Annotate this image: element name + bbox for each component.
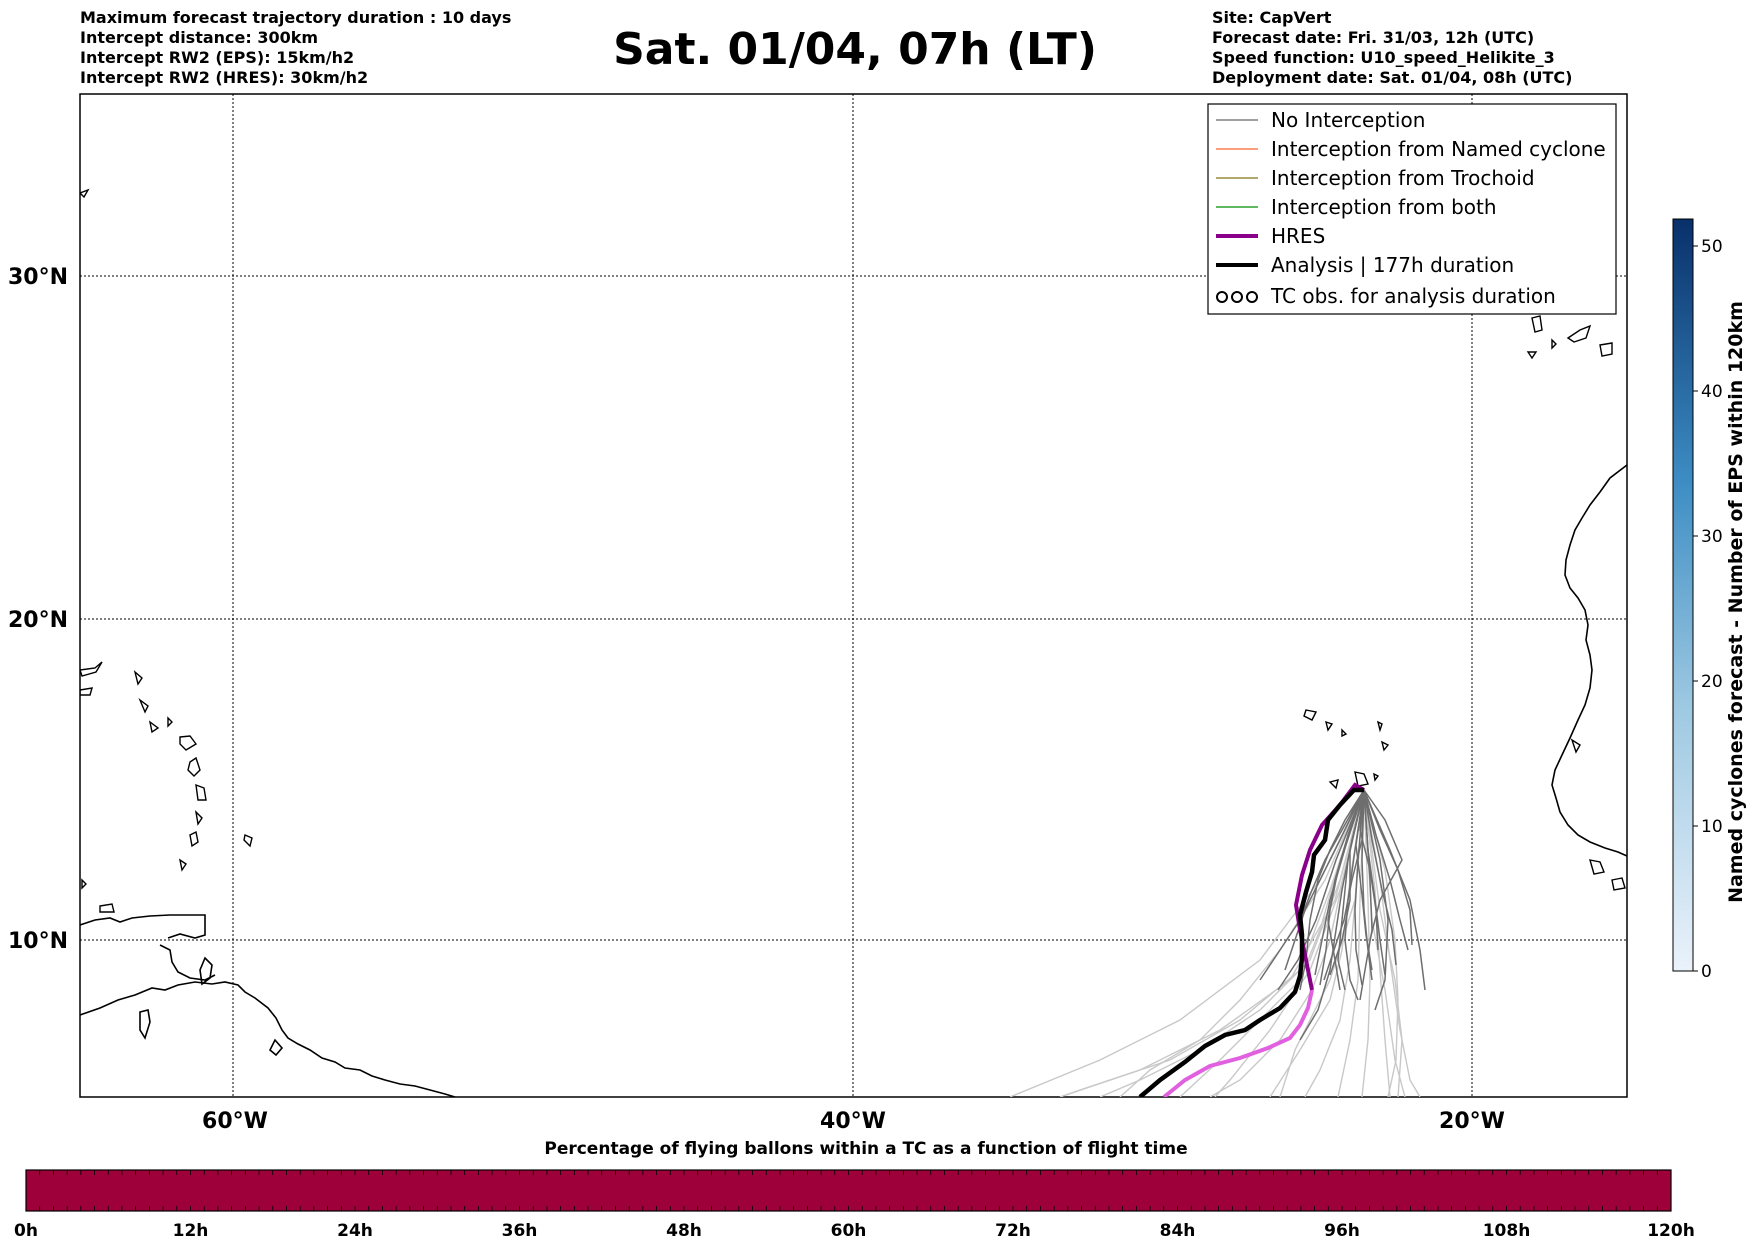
percentage-bar-title: Percentage of flying ballons within a TC… [544,1139,1187,1159]
colorbar: 0 10 20 30 40 50 Named cyclones forecast… [1672,218,1747,982]
lat-label: 30°N [8,265,68,290]
percentage-bar-label: 36h [502,1221,538,1241]
cyclone-icon [1216,291,1258,303]
run-info-left: Maximum forecast trajectory duration : 1… [80,8,511,88]
legend-label: Interception from Named cyclone [1271,137,1606,161]
colorbar-label: Named cyclones forecast - Number of EPS … [1725,301,1747,903]
percentage-bar-label: 72h [995,1221,1031,1241]
legend-label: Analysis | 177h duration [1271,253,1514,277]
page-title: Sat. 01/04, 07h (LT) [613,24,1097,75]
colorbar-tick: 0 [1701,962,1712,982]
colorbar-tick: 40 [1701,382,1723,402]
right-line: Forecast date: Fri. 31/03, 12h (UTC) [1212,28,1535,47]
ensemble-trajectories [1009,782,1426,1097]
percentage-bar-label: 108h [1483,1221,1531,1241]
run-info-right: Site: CapVert Forecast date: Fri. 31/03, … [1212,8,1572,88]
percentage-bar-label: 24h [337,1221,373,1241]
percentage-bar-label: 120h [1647,1221,1695,1241]
hres-trajectory [1162,989,1314,1097]
percentage-bar-label: 12h [173,1221,209,1241]
legend-label: TC obs. for analysis duration [1270,284,1556,308]
colorbar-tick: 30 [1701,527,1723,547]
coastline-south-america [80,981,456,1097]
legend-label: Interception from both [1271,195,1497,219]
legend-label: Interception from Trochoid [1271,166,1535,190]
left-line: Intercept distance: 300km [80,28,319,47]
lat-label: 10°N [8,929,68,954]
colorbar-tick: 20 [1701,672,1723,692]
lat-label: 20°N [8,608,68,633]
lon-label: 40°W [820,1109,886,1134]
lon-label: 60°W [202,1109,268,1134]
legend-label: No Interception [1271,108,1425,132]
legend-label: HRES [1271,224,1325,248]
percentage-bar-fill [26,1170,1671,1211]
coastline-africa [1551,464,1627,857]
colorbar-tick: 10 [1701,817,1723,837]
longitude-labels: 60°W 40°W 20°W [202,1109,1505,1134]
percentage-bar-label: 0h [14,1221,38,1241]
percentage-bar-label: 48h [666,1221,702,1241]
right-line: Speed function: U10_speed_Helikite_3 [1212,48,1555,67]
latitude-labels: 30°N 20°N 10°N [8,265,68,954]
left-line: Intercept RW2 (EPS): 15km/h2 [80,48,355,67]
percentage-bar-label: 84h [1160,1221,1196,1241]
analysis-trajectory [1138,787,1364,1097]
right-line: Deployment date: Sat. 01/04, 08h (UTC) [1212,68,1573,87]
colorbar-tick: 50 [1701,237,1723,257]
legend: No Interception Interception from Named … [1207,103,1617,315]
left-line: Maximum forecast trajectory duration : 1… [80,8,512,27]
lon-label: 20°W [1439,1109,1505,1134]
percentage-bar-label: 96h [1324,1221,1360,1241]
right-line: Site: CapVert [1212,8,1332,27]
percentage-bar-label: 60h [831,1221,867,1241]
percentage-bar: Percentage of flying ballons within a TC… [14,1139,1695,1241]
left-line: Intercept RW2 (HRES): 30km/h2 [80,68,369,87]
